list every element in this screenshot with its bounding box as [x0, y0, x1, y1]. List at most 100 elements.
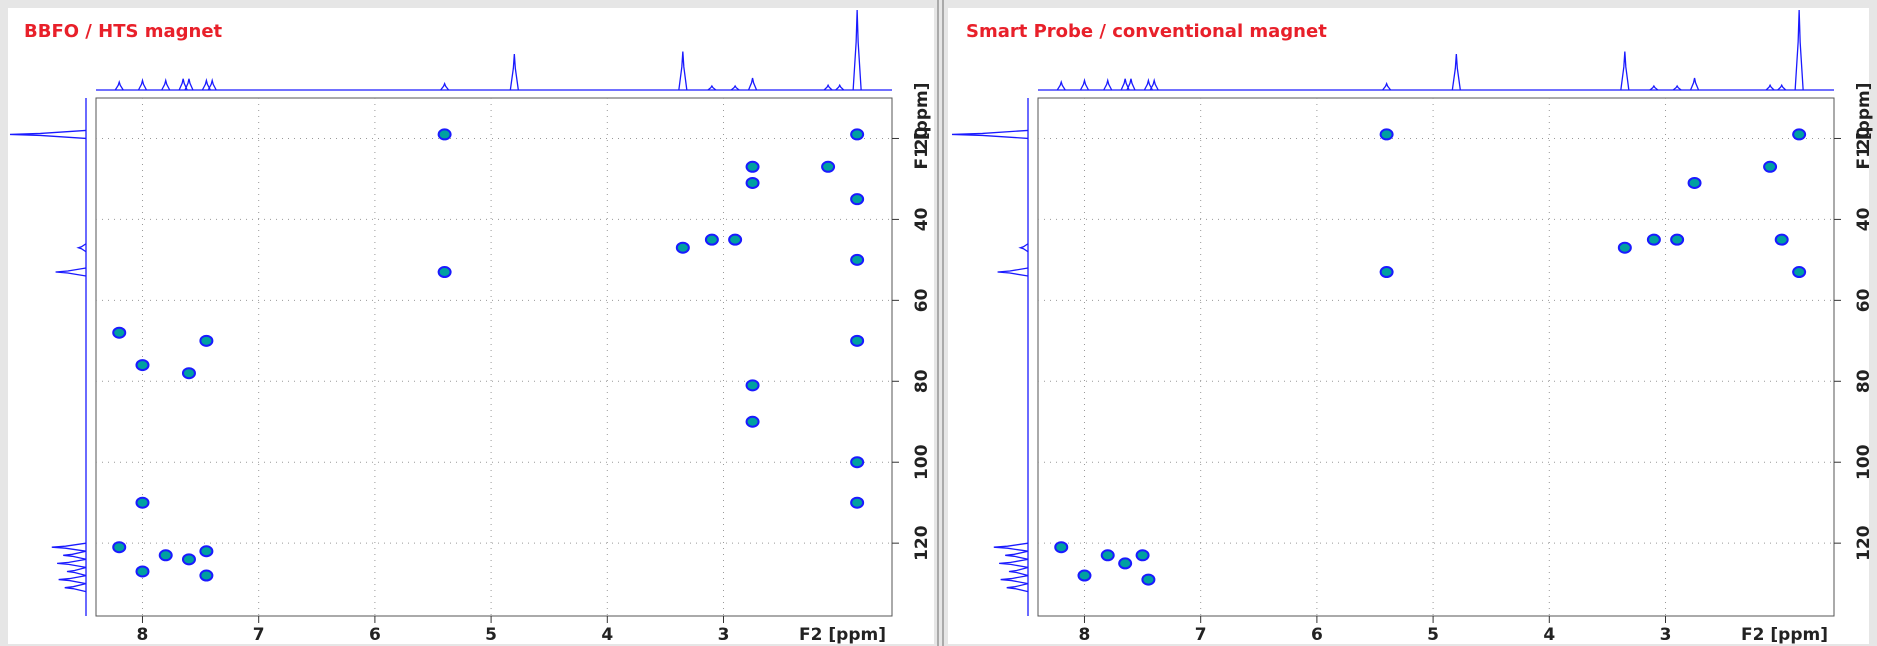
projection-peak	[1103, 77, 1113, 91]
peak-contour	[199, 569, 214, 582]
peak-contour	[199, 334, 214, 347]
peak-contour	[1646, 233, 1661, 246]
x-tick-label: 7	[1195, 625, 1207, 645]
projection-peak	[1008, 566, 1029, 577]
projection-peak	[178, 78, 188, 91]
peak-contour	[850, 253, 865, 266]
projection-peak	[1056, 79, 1066, 91]
projection-peak	[1620, 51, 1630, 91]
projection-peak	[951, 129, 1029, 140]
projection-peak	[835, 83, 845, 91]
projection-peak	[1794, 9, 1804, 91]
peak-contour	[1054, 541, 1069, 554]
y-axis-label: F1 [ppm]	[1854, 83, 1874, 170]
peak-contour	[1118, 557, 1133, 570]
projection-peak	[747, 77, 758, 91]
peak-contour	[437, 266, 452, 279]
projection-peak	[1018, 243, 1029, 253]
projection-peak	[51, 542, 87, 552]
peak-contour	[745, 160, 760, 173]
projection-peak	[1006, 583, 1029, 593]
y-tick-label: 120	[1854, 525, 1874, 561]
x-tick-label: 6	[369, 625, 381, 645]
projection-peak	[707, 84, 717, 91]
projection-peak	[678, 51, 688, 91]
projection-peak	[55, 267, 87, 277]
peak-contour	[850, 334, 865, 347]
projection-peak	[999, 558, 1029, 569]
projection-peak	[1672, 84, 1682, 91]
x-tick-label: 4	[601, 625, 613, 645]
peak-contour	[1379, 266, 1394, 279]
peak-contour	[1135, 549, 1150, 562]
projection-peak	[1382, 81, 1392, 91]
projection-peak	[440, 81, 450, 91]
peak-contour	[745, 415, 760, 428]
peak-contour	[112, 326, 127, 339]
x-tick-label: 6	[1311, 625, 1323, 645]
plot-area	[95, 97, 893, 617]
y-tick-label: 40	[1854, 207, 1874, 231]
projection-peak	[76, 243, 87, 253]
x-tick-label: 5	[485, 625, 497, 645]
projection-peak	[997, 267, 1029, 277]
x-tick-label: 3	[1660, 625, 1672, 645]
y-tick-label: 20	[912, 126, 932, 150]
peak-contour	[850, 496, 865, 509]
peak-contour	[850, 193, 865, 206]
peak-contour	[1379, 128, 1394, 141]
peak-contour	[181, 553, 196, 566]
y-tick-label: 80	[912, 369, 932, 393]
projection-peak	[1126, 78, 1136, 91]
x-tick-label: 3	[718, 625, 730, 645]
peak-contour	[437, 128, 452, 141]
y-tick-label: 100	[912, 444, 932, 480]
peak-contour	[1687, 176, 1702, 189]
y-tick-label: 60	[912, 288, 932, 312]
projection-peak	[1143, 77, 1153, 91]
projection-peak	[207, 77, 217, 91]
peak-contour	[1141, 573, 1156, 586]
peak-contour	[1670, 233, 1685, 246]
chart-title: BBFO / HTS magnet	[24, 21, 223, 42]
peak-contour	[135, 359, 150, 372]
peak-contour	[135, 496, 150, 509]
projection-peak	[1000, 574, 1029, 585]
peak-contour	[821, 160, 836, 173]
peak-contour	[704, 233, 719, 246]
y-tick-label: 80	[1854, 369, 1874, 393]
plot-area	[1037, 97, 1835, 617]
projection-peak	[1765, 83, 1775, 91]
peak-contour	[199, 545, 214, 558]
y-tick-label: 100	[1854, 444, 1874, 480]
peak-contour	[181, 367, 196, 380]
projection-peak	[114, 79, 124, 91]
projection-peak	[1149, 77, 1159, 91]
peak-contour	[1792, 266, 1807, 279]
y-tick-label: 20	[1854, 126, 1874, 150]
peak-contour	[1774, 233, 1789, 246]
projection-peak	[58, 574, 87, 585]
projection-peak	[1689, 77, 1700, 91]
projection-peak	[1005, 550, 1029, 560]
peak-contour	[158, 549, 173, 562]
projection-peak	[57, 558, 87, 569]
x-tick-label: 5	[1427, 625, 1439, 645]
peak-contour	[745, 176, 760, 189]
projection-peak	[1777, 83, 1787, 91]
chart-title: Smart Probe / conventional magnet	[966, 21, 1327, 42]
peak-contour	[1077, 569, 1092, 582]
x-tick-label: 7	[253, 625, 265, 645]
peak-contour	[728, 233, 743, 246]
projection-peak	[137, 77, 148, 91]
peak-contour	[1763, 160, 1778, 173]
projection-peak	[201, 77, 211, 91]
peak-contour	[850, 456, 865, 469]
peak-contour	[112, 541, 127, 554]
projection-peak	[184, 78, 194, 91]
projection-peak	[63, 550, 87, 560]
projection-peak	[509, 53, 519, 91]
y-tick-label: 40	[912, 207, 932, 231]
x-axis-label: F2 [ppm]	[1741, 625, 1828, 645]
